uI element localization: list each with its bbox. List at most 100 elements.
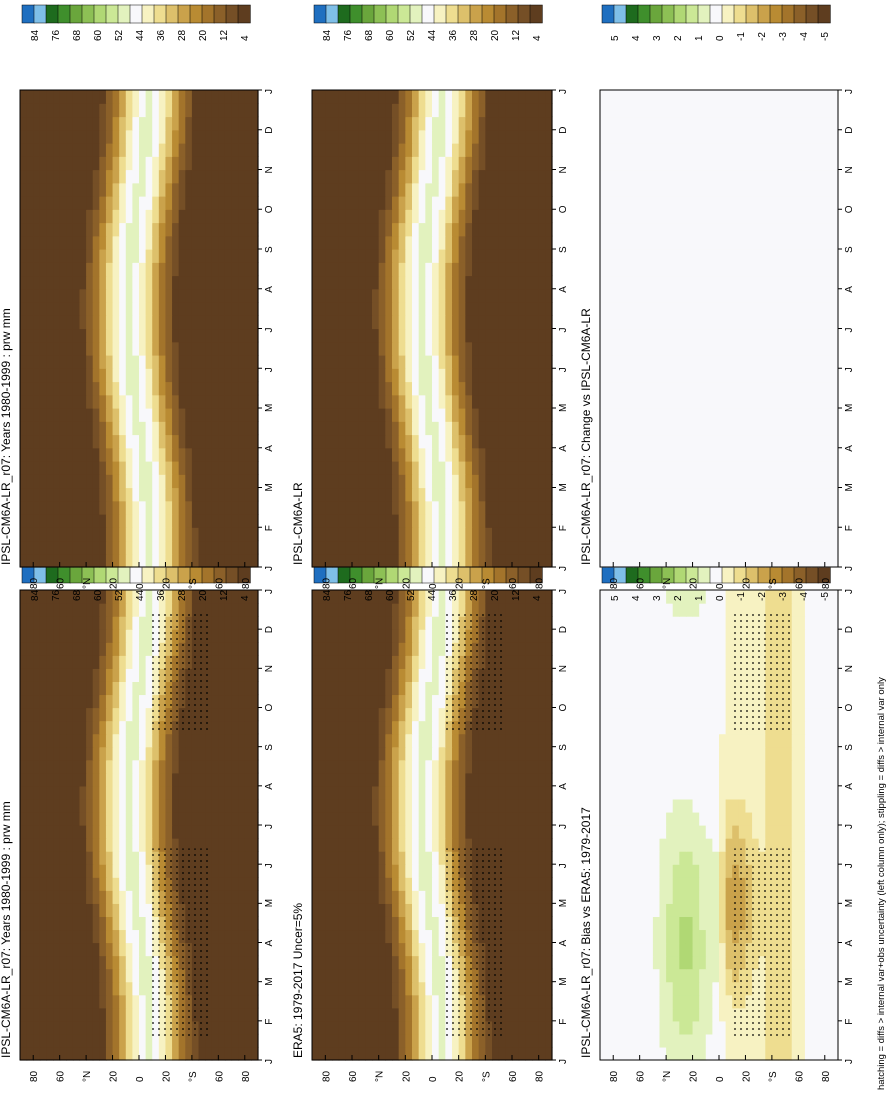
heat-cell	[172, 590, 180, 604]
heat-cell	[20, 642, 28, 656]
heat-cell	[365, 447, 373, 462]
heat-cell	[525, 262, 533, 277]
heat-cell	[345, 981, 353, 996]
heat-cell	[251, 1046, 259, 1061]
heat-cell	[345, 527, 353, 542]
heat-cell	[244, 434, 252, 449]
heat-cell	[185, 500, 193, 515]
heat-cell	[405, 811, 413, 826]
heat-cell	[211, 772, 219, 787]
heat-cell	[345, 877, 353, 891]
heat-cell	[66, 182, 74, 197]
heat-cell	[358, 341, 366, 356]
heat-cell	[231, 825, 239, 839]
heat-cell	[318, 447, 326, 462]
heat-cell	[39, 629, 48, 643]
heat-cell	[492, 785, 500, 800]
heat-cell	[125, 877, 133, 891]
heat-cell	[46, 143, 54, 157]
heat-cell	[158, 156, 167, 171]
heat-cell	[538, 461, 546, 475]
heat-cell	[392, 381, 400, 396]
heat-cell	[39, 381, 48, 396]
heat-cell	[178, 341, 186, 356]
heat-cell	[139, 916, 147, 931]
heat-cell	[251, 916, 259, 931]
heat-cell	[172, 772, 180, 787]
heat-cell	[505, 421, 513, 436]
heat-cell	[205, 514, 213, 528]
heat-cell	[352, 1046, 360, 1061]
heat-cell	[72, 929, 81, 944]
heat-cell	[432, 553, 440, 568]
heat-cell	[345, 903, 353, 917]
heat-cell	[46, 1020, 54, 1035]
heat-cell	[365, 994, 373, 1009]
heat-cell	[372, 642, 380, 656]
heat-cell	[498, 328, 506, 343]
heat-cell	[238, 275, 246, 290]
heat-cell	[218, 1007, 226, 1022]
heat-cell	[178, 169, 186, 184]
heat-cell	[20, 249, 28, 263]
heat-cell	[119, 341, 127, 356]
heat-cell	[365, 616, 373, 630]
heat-cell	[338, 461, 346, 475]
heat-cell	[231, 129, 239, 144]
heat-cell	[452, 421, 460, 436]
heat-cell	[33, 981, 41, 996]
heat-cell	[325, 275, 333, 290]
heat-cell	[125, 514, 133, 528]
heat-cell	[418, 655, 426, 669]
heat-cell	[452, 262, 460, 277]
heat-cell	[46, 642, 54, 656]
heat-cell	[105, 288, 114, 303]
heat-cell	[59, 487, 67, 502]
heat-cell	[338, 877, 346, 891]
heat-cell	[172, 1046, 180, 1061]
heat-cell	[251, 249, 259, 263]
heat-cell	[112, 851, 120, 865]
heat-cell	[53, 341, 61, 356]
heat-cell	[211, 302, 219, 316]
heat-cell	[218, 642, 226, 656]
heat-cell	[498, 447, 506, 462]
heat-cell	[231, 288, 239, 303]
heat-cell	[66, 811, 74, 826]
heat-cell	[398, 553, 406, 568]
heat-cell	[205, 447, 213, 462]
heat-cell	[352, 368, 360, 383]
heat-cell	[418, 798, 426, 813]
heat-cell	[33, 143, 41, 157]
heat-cell	[152, 249, 160, 263]
heat-cell	[244, 487, 252, 502]
heat-cell	[318, 798, 326, 813]
heat-cell	[244, 707, 252, 722]
heat-cell	[231, 262, 239, 277]
heat-cell	[352, 772, 360, 787]
heat-cell	[325, 408, 333, 422]
heat-cell	[119, 222, 127, 237]
heat-cell	[385, 315, 393, 330]
heat-cell	[318, 590, 326, 604]
heat-cell	[119, 169, 127, 184]
heat-cell	[452, 302, 460, 316]
heat-cell	[412, 447, 420, 462]
heat-cell	[438, 527, 446, 542]
heat-cell	[165, 143, 173, 157]
heat-cell	[139, 590, 147, 604]
heat-cell	[545, 288, 553, 303]
heat-cell	[372, 500, 380, 515]
heat-cell	[525, 1020, 533, 1035]
heat-cell	[178, 129, 186, 144]
heat-cell	[46, 434, 54, 449]
heat-cell	[332, 1007, 340, 1022]
heat-cell	[218, 209, 226, 224]
heat-cell	[105, 156, 114, 171]
heat-cell	[325, 527, 333, 542]
heat-cell	[79, 288, 87, 303]
heat-cell	[33, 275, 41, 290]
heat-cell	[385, 916, 393, 931]
heat-cell	[185, 209, 193, 224]
heat-cell	[518, 785, 526, 800]
